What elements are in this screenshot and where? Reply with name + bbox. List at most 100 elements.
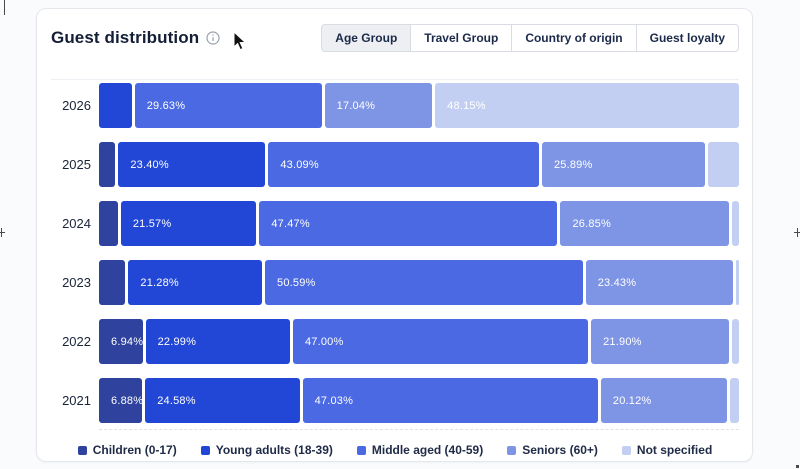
bar-segment-seniors-60-2023[interactable]: 23.43%: [585, 260, 733, 305]
segment-value-label: 23.40%: [130, 158, 169, 171]
tab-travel-group[interactable]: Travel Group: [410, 24, 513, 52]
segment-value-label: 21.28%: [140, 276, 179, 289]
segment-value-label: 21.57%: [132, 217, 172, 230]
legend-label: Young adults (18-39): [215, 443, 333, 457]
legend-item-middle-aged-40-59[interactable]: Middle aged (40-59): [356, 443, 484, 457]
year-label: 2021: [62, 393, 91, 408]
bar-segment-middle-aged-40-59-2021[interactable]: 47.03%: [302, 378, 598, 423]
segment-value-label: 29.63%: [146, 99, 186, 112]
crop-mark-top-left: [4, 0, 5, 15]
segment-value-label: 48.15%: [447, 99, 486, 112]
year-label: 2026: [62, 98, 91, 113]
card-header: Guest distribution Age Group Travel Group…: [37, 9, 752, 53]
stacked-bar-chart: 2026 29.63% 17.04% 48.15% 2025 23.40% 43.09% 25…: [51, 79, 739, 423]
segment-value-label: 26.85%: [572, 217, 611, 230]
tab-country-of-origin[interactable]: Country of origin: [511, 24, 637, 52]
bar-row-2022: 2022 6.94% 22.99% 47.00% 21.90%: [51, 319, 739, 364]
year-label: 2023: [62, 275, 91, 290]
bar-row-2023: 2023 21.28% 50.59% 23.43%: [51, 260, 739, 305]
legend-label: Middle aged (40-59): [371, 443, 484, 457]
bar-segment-seniors-60-2024[interactable]: 26.85%: [560, 201, 730, 246]
chart-legend: Children (0-17) Young adults (18-39) Middl…: [51, 443, 739, 457]
bar-segment-middle-aged-40-59-2026[interactable]: 29.63%: [134, 83, 322, 128]
segment-value-label: 20.12%: [612, 394, 652, 407]
tab-group: Age Group Travel Group Country of origin Gu…: [321, 24, 739, 52]
bar-segment-seniors-60-2025[interactable]: 25.89%: [541, 142, 705, 187]
crop-mark-right-middle-v: [797, 228, 798, 237]
bar-track: 6.88% 24.58% 47.03% 20.12%: [99, 378, 739, 423]
segment-value-label: 22.99%: [157, 335, 197, 348]
legend-label: Children (0-17): [92, 443, 177, 457]
bar-segment-middle-aged-40-59-2024[interactable]: 47.47%: [259, 201, 558, 246]
bar-segment-not-specified-2026[interactable]: 48.15%: [435, 83, 739, 128]
segment-value-label: 47.03%: [314, 394, 354, 407]
segment-value-label: 21.90%: [603, 335, 642, 348]
bar-row-2026: 2026 29.63% 17.04% 48.15%: [51, 83, 739, 128]
bar-segment-young-adults-18-39-2022[interactable]: 22.99%: [145, 319, 290, 364]
bar-segment-children-0-17-2021[interactable]: 6.88%: [99, 378, 143, 423]
bar-track: 29.63% 17.04% 48.15%: [99, 83, 739, 128]
segment-value-label: 47.00%: [304, 335, 344, 348]
bar-segment-not-specified-2025[interactable]: [707, 142, 739, 187]
guest-distribution-card: Guest distribution Age Group Travel Group…: [36, 8, 753, 462]
segment-value-label: 24.58%: [157, 394, 196, 407]
bar-segment-seniors-60-2022[interactable]: 21.90%: [591, 319, 729, 364]
bar-row-2021: 2021 6.88% 24.58% 47.03% 20.12%: [51, 378, 739, 423]
bar-segment-middle-aged-40-59-2023[interactable]: 50.59%: [265, 260, 583, 305]
segment-value-label: 6.94%: [111, 335, 143, 348]
bar-segment-seniors-60-2026[interactable]: 17.04%: [324, 83, 433, 128]
legend-item-children-0-17[interactable]: Children (0-17): [77, 443, 177, 457]
legend-item-not-specified[interactable]: Not specified: [621, 443, 713, 457]
bar-segment-middle-aged-40-59-2025[interactable]: 43.09%: [268, 142, 539, 187]
bar-segment-middle-aged-40-59-2022[interactable]: 47.00%: [292, 319, 589, 364]
year-label: 2024: [62, 216, 91, 231]
bar-segment-young-adults-18-39-2023[interactable]: 21.28%: [128, 260, 263, 305]
page-title: Guest distribution: [51, 28, 200, 47]
bar-segment-not-specified-2021[interactable]: [730, 378, 739, 423]
bar-row-2024: 2024 21.57% 47.47% 26.85%: [51, 201, 739, 246]
segment-value-label: 23.43%: [597, 276, 637, 289]
legend-label: Seniors (60+): [522, 443, 598, 457]
bar-segment-seniors-60-2021[interactable]: 20.12%: [600, 378, 728, 423]
legend-swatch: [507, 445, 517, 455]
crop-mark-left-middle: [0, 232, 5, 233]
segment-value-label: 50.59%: [277, 276, 316, 289]
chart-area: 2026 29.63% 17.04% 48.15% 2025 23.40% 43.09% 25…: [37, 79, 752, 457]
segment-value-label: 17.04%: [336, 99, 376, 112]
crop-mark-bottom-right: [796, 465, 799, 468]
legend-swatch: [200, 445, 210, 455]
legend-label: Not specified: [636, 443, 713, 457]
legend-swatch: [356, 445, 366, 455]
legend-swatch: [77, 445, 87, 455]
legend-swatch: [621, 445, 631, 455]
bar-track: 23.40% 43.09% 25.89%: [99, 142, 739, 187]
bar-row-2025: 2025 23.40% 43.09% 25.89%: [51, 142, 739, 187]
bar-segment-children-0-17-2023[interactable]: [99, 260, 126, 305]
legend-item-young-adults-18-39[interactable]: Young adults (18-39): [200, 443, 333, 457]
bar-segment-children-0-17-2025[interactable]: [99, 142, 116, 187]
bar-track: 21.57% 47.47% 26.85%: [99, 201, 739, 246]
crop-mark-left-middle-v: [1, 228, 2, 237]
bar-segment-young-adults-18-39-2025[interactable]: 23.40%: [118, 142, 266, 187]
bar-segment-not-specified-2023[interactable]: [735, 260, 739, 305]
segment-value-label: 43.09%: [280, 158, 319, 171]
segment-value-label: 25.89%: [553, 158, 593, 171]
info-icon[interactable]: [206, 31, 220, 45]
year-label: 2022: [62, 334, 91, 349]
year-label: 2025: [62, 157, 91, 172]
tab-guest-loyalty[interactable]: Guest loyalty: [635, 24, 739, 52]
segment-value-label: 47.47%: [271, 217, 310, 230]
legend-item-seniors-60[interactable]: Seniors (60+): [507, 443, 598, 457]
segment-value-label: 6.88%: [111, 394, 143, 407]
bar-segment-not-specified-2022[interactable]: [731, 319, 739, 364]
bar-track: 6.94% 22.99% 47.00% 21.90%: [99, 319, 739, 364]
bar-segment-children-0-17-2024[interactable]: [99, 201, 118, 246]
bar-segment-young-adults-18-39-2026[interactable]: [99, 83, 132, 128]
tab-age-group[interactable]: Age Group: [321, 24, 412, 52]
bar-segment-young-adults-18-39-2024[interactable]: 21.57%: [120, 201, 257, 246]
bar-segment-children-0-17-2022[interactable]: 6.94%: [99, 319, 143, 364]
bar-segment-young-adults-18-39-2021[interactable]: 24.58%: [145, 378, 300, 423]
chart-baseline: [99, 429, 739, 430]
bar-track: 21.28% 50.59% 23.43%: [99, 260, 739, 305]
bar-segment-not-specified-2024[interactable]: [732, 201, 739, 246]
